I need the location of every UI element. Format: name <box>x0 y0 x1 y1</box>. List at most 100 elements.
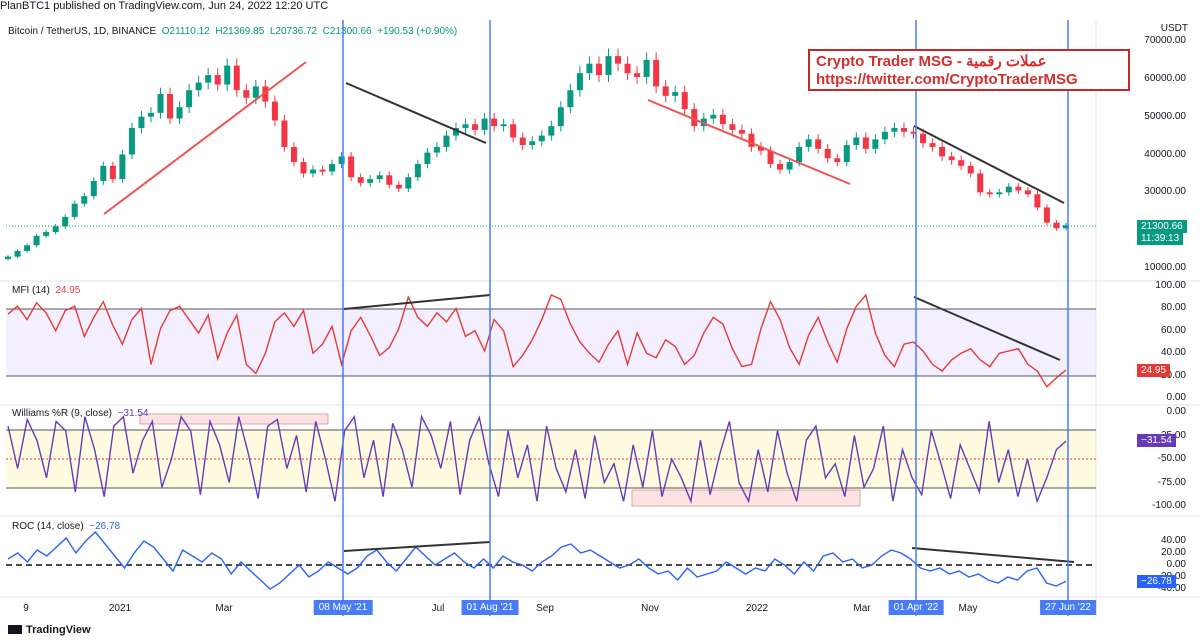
candle <box>386 171 393 189</box>
candle <box>186 83 193 114</box>
candle <box>986 188 993 198</box>
countdown-badge: 11:39:13 <box>1137 232 1184 245</box>
candle <box>738 124 745 139</box>
candle <box>967 161 974 178</box>
candle <box>1063 222 1069 231</box>
candle <box>300 157 307 178</box>
candle <box>900 122 907 138</box>
candle <box>786 157 793 174</box>
time-axis-label: Sep <box>536 603 554 614</box>
candle <box>510 118 517 143</box>
mfi-value-badge: 24.95 <box>1137 364 1171 377</box>
candle <box>443 130 450 152</box>
candle <box>557 101 564 132</box>
candle <box>624 56 631 81</box>
candle <box>33 233 40 248</box>
candle <box>138 110 145 134</box>
price-downtrend-line-3 <box>913 125 1065 204</box>
mfi-axis-tick: 20.00 <box>1160 369 1186 381</box>
candle <box>176 101 183 125</box>
mfi-trend-line-2 <box>913 296 1061 361</box>
candle <box>567 83 574 114</box>
price-uptrend-line <box>103 61 307 215</box>
candle <box>224 58 231 92</box>
williams-line <box>7 414 1067 504</box>
candle <box>681 85 688 116</box>
candle <box>958 155 965 171</box>
candle <box>977 169 984 196</box>
candle <box>205 68 212 90</box>
mfi-axis-tick: 0.00 <box>1166 392 1186 403</box>
publisher-caption: PlanBTC1 published on TradingView.com, J… <box>0 0 329 12</box>
williams-highlight-top <box>139 413 329 425</box>
candle <box>5 255 11 261</box>
time-axis-badge: 01 Aug '21 <box>461 600 519 615</box>
williams-series <box>7 414 1067 504</box>
roc-axis-tick: 20.00 <box>1160 547 1186 558</box>
candle <box>329 159 336 176</box>
candle <box>815 134 822 154</box>
candle <box>653 52 660 93</box>
roc-series <box>7 530 1067 590</box>
candle <box>319 165 326 176</box>
trendlines <box>103 61 1075 563</box>
candle <box>939 142 946 161</box>
candle <box>424 148 431 169</box>
candle <box>1034 190 1041 211</box>
williams-axis-tick: 0.00 <box>1166 406 1186 417</box>
candle <box>929 138 936 152</box>
candle <box>233 58 240 97</box>
time-axis-label: Jul <box>431 603 445 614</box>
price-legend-symbol: Bitcoin / TetherUS, 1D, BINANCE <box>8 26 157 37</box>
band-lines <box>6 308 1096 489</box>
candle <box>24 243 31 253</box>
candle <box>195 75 202 97</box>
mfi-series <box>7 293 1067 388</box>
candle <box>548 120 555 141</box>
mfi-line <box>7 293 1067 388</box>
tradingview-logo-icon <box>8 625 22 634</box>
candle <box>1053 220 1060 231</box>
candle <box>1043 204 1050 226</box>
price-legend-low: L20736.72 <box>269 26 318 37</box>
candle <box>62 214 69 229</box>
tradingview-logo: TradingView <box>8 624 91 636</box>
candle <box>128 122 135 160</box>
roc-axis-tick: 40.00 <box>1160 535 1186 546</box>
price-downtrend-line-1 <box>345 82 487 144</box>
candle <box>843 140 850 167</box>
candle <box>43 229 50 238</box>
candle <box>824 144 831 163</box>
roc-legend-value: −26.78 <box>89 521 121 532</box>
candle <box>519 132 526 150</box>
candle <box>538 130 545 147</box>
candle <box>834 153 841 167</box>
candle <box>729 118 736 136</box>
roc-legend-name: ROC (14, close) <box>12 521 84 532</box>
candle <box>862 132 869 154</box>
mfi-trend-line-1 <box>343 294 491 310</box>
mfi-legend-value: 24.95 <box>55 285 81 296</box>
mfi-axis-tick: 40.00 <box>1160 347 1186 359</box>
mfi-axis-tick: 80.00 <box>1160 302 1186 314</box>
candle <box>996 188 1003 198</box>
roc-axis-tick: 0.00 <box>1166 559 1186 570</box>
price-legend-close: C21300.66 <box>322 26 372 37</box>
candle <box>71 200 78 220</box>
candle <box>1024 186 1031 198</box>
candle <box>529 136 536 150</box>
overlay-line-2: https://twitter.com/CryptoTraderMSG <box>816 71 1078 88</box>
price-axis-tick: 70000.00 <box>1144 35 1186 46</box>
roc-legend: ROC (14, close) −26.78 <box>12 521 120 532</box>
candle <box>481 112 488 136</box>
vertical-markers <box>342 20 1069 616</box>
candle <box>271 95 278 127</box>
candle <box>357 173 364 187</box>
candle <box>157 87 164 119</box>
time-axis-label: Nov <box>641 603 659 614</box>
price-legend-change: +190.53 (+0.90%) <box>377 26 458 37</box>
candle <box>576 66 583 97</box>
mfi-axis-tick: 100.00 <box>1155 280 1186 291</box>
candle <box>948 151 955 165</box>
